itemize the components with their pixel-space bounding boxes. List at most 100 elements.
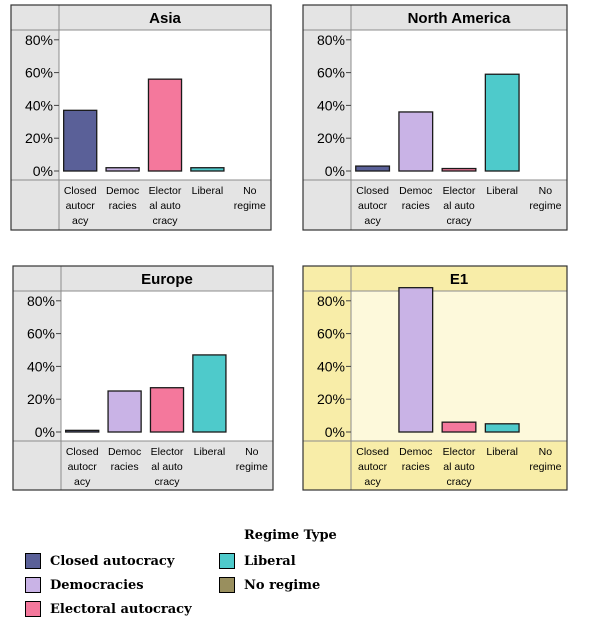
x-tick-label: Democ racies [108,446,141,473]
bar-closed-autocracy [65,429,100,433]
bar-closed-autocracy [355,165,391,172]
x-tick-label-line: autocr [358,200,388,212]
bar-electoral-autocracy [149,387,185,433]
x-tick-label: Closed autocr acy [356,185,389,227]
x-tick-label-line: Closed [64,185,97,197]
bar-electoral-autocracy [147,78,183,172]
y-tick-label: 0% [35,424,55,440]
x-tick-label-line: acy [364,476,381,488]
y-tick-label: 60% [27,326,55,342]
x-tick-label-line: cracy [152,215,178,227]
legend-item-electoral-autocracy: Electoral autocracy [25,600,192,618]
legend-swatch-electoral-autocracy [25,601,41,617]
chart-panel-europe: Europe 0% 20% 40% 60% 80% Closed autocr acy Democ… [12,265,274,491]
legend-swatch-no-regime [219,577,235,593]
legend-title: Regime Type [244,528,337,543]
x-tick-label-line: al auto [149,200,181,212]
x-tick-label-line: Liberal [486,446,518,458]
legend-label: Electoral autocracy [50,601,192,617]
y-tick-label: 0% [325,424,345,440]
x-tick-label-line: Democ [106,185,139,197]
y-tick-label: 20% [317,130,345,146]
x-tick-label: Democ racies [106,185,139,212]
x-tick-label: Liberal [192,185,224,197]
x-tick-label-line: Democ [108,446,141,458]
x-tick-label: Liberal [486,185,518,197]
x-tick-label-line: Democ [399,185,432,197]
y-tick-label: 40% [27,358,55,374]
panel-title: E1 [450,271,468,288]
x-tick-label: Elector al auto cracy [151,446,184,488]
bar-liberal [190,167,225,172]
x-tick-label-line: Closed [356,446,389,458]
panel-border [10,4,272,231]
panel-title: Asia [149,10,181,27]
x-tick-label-line: regime [529,200,561,212]
chart-grid: Asia 0% 20% 40% 60% 80% Closed autocr acy Democ ra… [10,4,568,491]
x-tick-label-line: regime [529,461,561,473]
x-tick-label-line: autocr [68,461,98,473]
bar-democracies [105,167,140,172]
x-tick-label-line: racies [111,461,139,473]
x-tick-label-line: Liberal [486,185,518,197]
panel-border [302,4,568,231]
bar-liberal [484,73,520,172]
x-tick-label-line: al auto [151,461,183,473]
x-tick-label-line: Democ [399,446,432,458]
x-tick-label: No regime [234,185,266,212]
x-tick-label-line: Elector [443,185,476,197]
y-tick-label: 20% [25,130,53,146]
x-tick-label: Closed autocr acy [356,446,389,488]
x-tick-label: Democ racies [399,446,432,473]
panel-title: Europe [141,271,193,288]
x-tick-label-line: acy [74,476,91,488]
x-tick-label-line: racies [402,461,430,473]
bar-closed-autocracy [63,109,98,172]
x-tick-label-line: Elector [151,446,184,458]
x-tick-label: Closed autocr acy [66,446,99,488]
x-tick-label-line: cracy [154,476,180,488]
x-tick-label-line: cracy [446,215,472,227]
x-tick-label: Liberal [194,446,226,458]
x-tick-label-line: racies [402,200,430,212]
x-tick-label: Elector al auto cracy [149,185,182,227]
legend-item-no-regime: No regime [219,576,320,594]
x-tick-label: Elector al auto cracy [443,185,476,227]
y-tick-label: 40% [317,358,345,374]
x-tick-label: No regime [236,446,268,473]
panel-border [12,265,274,491]
plot-area [351,30,567,180]
chart-panel-north-america: North America 0% 20% 40% 60% 80% Closed autocr a… [302,4,568,231]
legend-item-democracies: Democracies [25,576,144,594]
bar-liberal [192,354,227,433]
x-tick-label: No regime [529,446,561,473]
x-tick-label-line: Liberal [194,446,226,458]
legend-label: No regime [244,577,321,593]
y-tick-label: 80% [27,293,55,309]
x-tick-label-line: No [245,446,259,458]
x-tick-label-line: No [243,185,257,197]
bar-democracies [398,287,434,433]
x-tick-label-line: No [539,446,553,458]
x-tick-label-line: acy [72,215,89,227]
legend-item-liberal: Liberal [219,552,296,570]
x-tick-label-line: No [539,185,553,197]
x-tick-label: Closed autocr acy [64,185,97,227]
plot-area [351,291,567,441]
y-tick-label: 20% [317,391,345,407]
chart-panel-e1: E1 0% 20% 40% 60% 80% Closed autocr acy Democ raci… [302,265,568,491]
y-tick-label: 80% [317,32,345,48]
y-tick-label: 0% [325,163,345,179]
y-tick-label: 80% [25,32,53,48]
y-tick-label: 80% [317,293,345,309]
panel-border [302,265,568,491]
x-tick-label-line: acy [364,215,381,227]
x-tick-label-line: Elector [443,446,476,458]
panel-title: North America [408,10,511,27]
legend-item-closed-autocracy: Closed autocracy [25,552,174,570]
x-tick-label-line: autocr [358,461,388,473]
bar-electoral-autocracy [441,167,477,172]
x-tick-label-line: regime [236,461,268,473]
y-tick-label: 60% [317,65,345,81]
legend-label: Closed autocracy [50,553,175,569]
